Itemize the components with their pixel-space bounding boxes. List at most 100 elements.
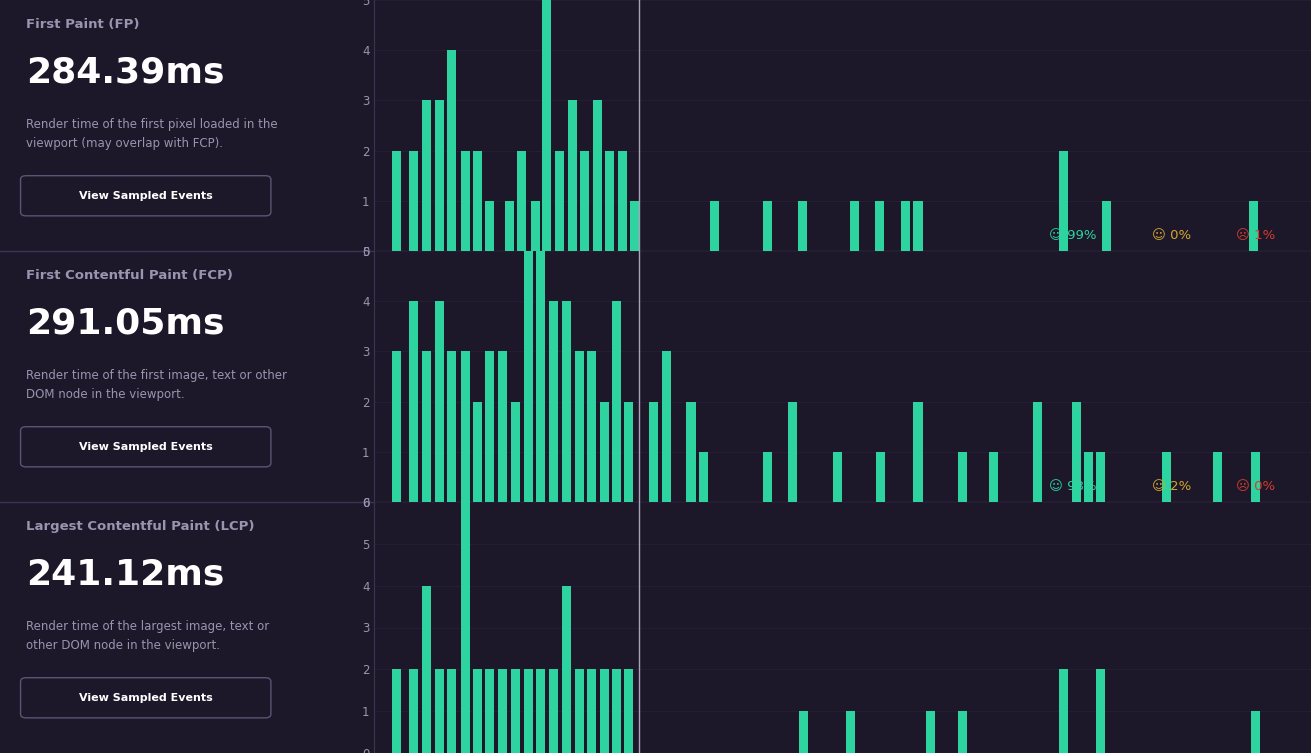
Bar bbox=[409, 669, 418, 753]
Bar bbox=[498, 669, 507, 753]
Bar bbox=[505, 201, 514, 251]
Bar bbox=[392, 352, 401, 502]
Bar bbox=[447, 50, 456, 251]
Bar bbox=[631, 201, 638, 251]
Bar bbox=[1059, 151, 1068, 251]
Bar bbox=[612, 301, 621, 502]
Bar bbox=[1071, 401, 1080, 502]
Bar bbox=[409, 301, 418, 502]
Bar bbox=[447, 352, 456, 502]
Bar bbox=[511, 669, 520, 753]
Bar bbox=[422, 352, 431, 502]
Text: Render time of the first pixel loaded in the
viewport (may overlap with FCP).: Render time of the first pixel loaded in… bbox=[26, 118, 278, 150]
Bar bbox=[662, 352, 671, 502]
Bar bbox=[624, 401, 633, 502]
Bar bbox=[599, 401, 608, 502]
Bar bbox=[435, 301, 443, 502]
Bar bbox=[901, 201, 910, 251]
Bar bbox=[874, 201, 884, 251]
Bar bbox=[460, 352, 469, 502]
Bar bbox=[1251, 711, 1260, 753]
Bar bbox=[711, 201, 720, 251]
Bar bbox=[517, 151, 526, 251]
Bar bbox=[649, 401, 658, 502]
Bar bbox=[788, 401, 797, 502]
Bar bbox=[435, 100, 443, 251]
Bar bbox=[392, 151, 401, 251]
Bar bbox=[851, 201, 859, 251]
Bar bbox=[612, 669, 621, 753]
Bar bbox=[1251, 452, 1260, 502]
Bar bbox=[485, 352, 494, 502]
Bar bbox=[1213, 452, 1222, 502]
Bar bbox=[763, 201, 772, 251]
Bar bbox=[473, 401, 482, 502]
Bar bbox=[914, 201, 923, 251]
Bar bbox=[834, 452, 843, 502]
Bar bbox=[536, 251, 545, 502]
Bar bbox=[498, 352, 507, 502]
Text: View Sampled Events: View Sampled Events bbox=[79, 191, 212, 201]
Bar bbox=[524, 251, 532, 502]
Bar bbox=[587, 669, 597, 753]
Bar bbox=[549, 301, 557, 502]
Bar bbox=[957, 452, 966, 502]
Bar bbox=[447, 669, 456, 753]
Bar bbox=[435, 669, 443, 753]
Bar bbox=[1084, 452, 1093, 502]
Bar bbox=[409, 151, 418, 251]
Bar bbox=[957, 711, 966, 753]
Bar bbox=[763, 452, 772, 502]
Bar bbox=[581, 151, 590, 251]
Bar bbox=[422, 586, 431, 753]
Bar bbox=[593, 100, 602, 251]
Bar bbox=[392, 669, 401, 753]
Bar bbox=[1162, 452, 1171, 502]
Bar bbox=[485, 669, 494, 753]
Bar bbox=[914, 401, 923, 502]
Bar bbox=[687, 401, 696, 502]
Text: ☹ 1%: ☹ 1% bbox=[1236, 230, 1276, 242]
Bar bbox=[699, 452, 708, 502]
Bar bbox=[531, 201, 540, 251]
Bar bbox=[587, 352, 597, 502]
Bar bbox=[473, 151, 482, 251]
Bar bbox=[549, 669, 557, 753]
Bar bbox=[562, 301, 572, 502]
Bar bbox=[460, 502, 469, 753]
Bar bbox=[1249, 201, 1259, 251]
Bar bbox=[1096, 669, 1105, 753]
Bar bbox=[1096, 452, 1105, 502]
Text: First Paint (FP): First Paint (FP) bbox=[26, 17, 140, 31]
Bar bbox=[422, 100, 431, 251]
Bar bbox=[556, 151, 565, 251]
Text: 241.12ms: 241.12ms bbox=[26, 557, 224, 591]
Bar bbox=[599, 669, 608, 753]
Bar bbox=[617, 151, 627, 251]
Text: Largest Contentful Paint (LCP): Largest Contentful Paint (LCP) bbox=[26, 520, 254, 532]
Text: ☹ 0%: ☹ 0% bbox=[1236, 480, 1276, 493]
Bar bbox=[624, 669, 633, 753]
Text: ☺ 98%: ☺ 98% bbox=[1049, 480, 1096, 493]
Bar bbox=[926, 711, 935, 753]
Bar bbox=[460, 151, 469, 251]
Text: Render time of the largest image, text or
other DOM node in the viewport.: Render time of the largest image, text o… bbox=[26, 620, 269, 652]
Text: ☺ 0%: ☺ 0% bbox=[1151, 230, 1190, 242]
Bar bbox=[606, 151, 614, 251]
Bar bbox=[511, 401, 520, 502]
Text: First Contentful Paint (FCP): First Contentful Paint (FCP) bbox=[26, 269, 233, 282]
Text: 291.05ms: 291.05ms bbox=[26, 306, 224, 340]
Bar bbox=[1033, 401, 1042, 502]
Text: View Sampled Events: View Sampled Events bbox=[79, 442, 212, 452]
Bar bbox=[988, 452, 998, 502]
Text: ☺ 99%: ☺ 99% bbox=[1049, 230, 1096, 242]
Text: ☺ 2%: ☺ 2% bbox=[1151, 480, 1190, 493]
Bar bbox=[800, 711, 809, 753]
Bar bbox=[485, 201, 494, 251]
Bar bbox=[1103, 201, 1112, 251]
Bar bbox=[846, 711, 855, 753]
Text: View Sampled Events: View Sampled Events bbox=[79, 693, 212, 703]
Bar bbox=[473, 669, 482, 753]
Bar bbox=[574, 669, 583, 753]
Bar bbox=[562, 586, 572, 753]
